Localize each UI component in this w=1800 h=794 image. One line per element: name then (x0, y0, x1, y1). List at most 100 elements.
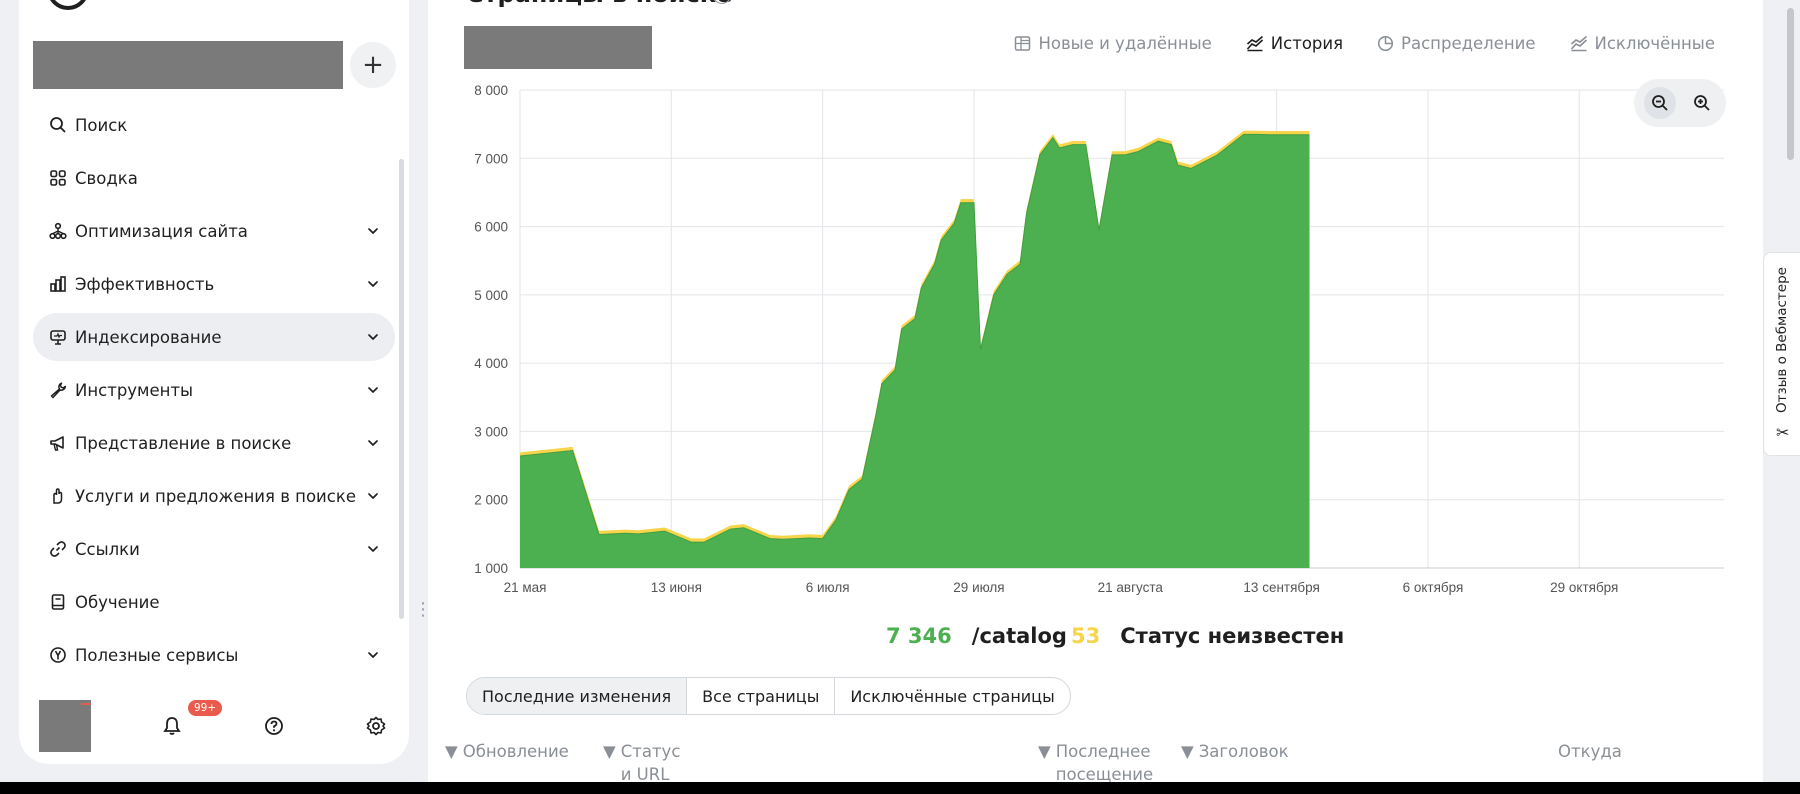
sidebar-item-label: Поиск (75, 115, 128, 135)
column-status-url[interactable]: ▼ Статус и URL (603, 740, 680, 782)
page-title: Страницы в поиске (466, 0, 732, 8)
y-tick-label: 6 000 (474, 220, 508, 235)
x-tick-label: 6 октября (1403, 580, 1464, 595)
column-last-visit[interactable]: ▼ Последнее посещение (1038, 740, 1153, 782)
tab-view-0[interactable]: Новые и удалённые (1014, 34, 1212, 53)
area-chart-icon (1246, 35, 1264, 52)
feedback-icon: ✂ (1776, 423, 1790, 442)
filter-icon: ▼ (603, 742, 616, 761)
bell-icon[interactable] (161, 715, 183, 737)
sidebar-item-label: Оптимизация сайта (75, 221, 248, 241)
stat-catalog-value: 7 346 (886, 624, 952, 648)
page-scrollbar[interactable] (1787, 8, 1794, 160)
feedback-tab[interactable]: Отзыв о Вебмастере ✂ (1763, 252, 1800, 456)
tab-view-3[interactable]: Исключённые (1570, 34, 1715, 53)
sidebar-item-8[interactable]: Ссылки (33, 525, 395, 573)
grid-icon (47, 169, 69, 187)
chevron-down-icon[interactable] (365, 488, 381, 504)
sidebar-scrollbar[interactable] (399, 159, 404, 619)
sidebar-item-1[interactable]: Сводка (33, 154, 395, 202)
sidebar-item-3[interactable]: Эффективность (33, 260, 395, 308)
sidebar-item-5[interactable]: Инструменты (33, 366, 395, 414)
x-tick-label: 29 октября (1550, 580, 1618, 595)
feedback-label: Отзыв о Вебмастере (1774, 267, 1790, 413)
sidebar-item-4[interactable]: Индексирование (33, 313, 395, 361)
tab-view-1[interactable]: История (1246, 34, 1343, 53)
series-area-catalog (520, 134, 1310, 568)
x-tick-label: 6 июля (806, 580, 850, 595)
chevron-down-icon[interactable] (365, 223, 381, 239)
series-line-catalog (519, 133, 1310, 543)
sidebar-item-0[interactable]: Поиск (33, 101, 395, 149)
segment-0[interactable]: Последние изменения (467, 678, 688, 714)
search-icon (47, 116, 69, 134)
book-icon (47, 593, 69, 611)
y-tick-label: 1 000 (474, 561, 508, 576)
stat-unknown-label: Статус неизвестен (1120, 624, 1345, 648)
sidebar-item-6[interactable]: Представление в поиске (33, 419, 395, 467)
wrench-icon (47, 381, 69, 399)
sidebar-item-label: Услуги и предложения в поиске (75, 486, 356, 506)
help-icon[interactable] (263, 715, 285, 737)
zoom-in-icon[interactable] (1686, 87, 1718, 119)
add-site-label: + (362, 50, 384, 80)
x-tick-label: 13 июня (651, 580, 702, 595)
sitemap-icon (47, 222, 69, 240)
sidebar-item-label: Инструменты (75, 380, 194, 400)
x-tick-label: 13 сентября (1243, 580, 1319, 595)
tab-view-2[interactable]: Распределение (1377, 34, 1536, 53)
pages-segmented-control: Последние изменения Все страницы Исключённ… (466, 677, 1071, 715)
gear-icon[interactable] (365, 715, 387, 737)
sidebar-item-label: Обучение (75, 592, 160, 612)
sidebar-item-10[interactable]: Полезные сервисы (33, 631, 395, 679)
table-icon (1014, 35, 1031, 52)
sidebar-menu: Поиск Сводка Оптимизация сайта Эффективност… (33, 101, 395, 684)
pie-chart-icon (1377, 35, 1394, 52)
stat-catalog-label: /catalog (971, 624, 1067, 648)
logo (47, 0, 89, 10)
sidebar-item-2[interactable]: Оптимизация сайта (33, 207, 395, 255)
filter-icon: ▼ (1038, 742, 1051, 761)
sidebar-item-label: Представление в поиске (75, 433, 292, 453)
sidebar-item-9[interactable]: Обучение (33, 578, 395, 626)
avatar-badge (81, 703, 91, 705)
period-selector[interactable] (464, 26, 652, 69)
megaphone-icon (47, 434, 69, 452)
y-tick-label: 2 000 (474, 493, 508, 508)
history-chart[interactable]: 1 000 2 000 3 000 4 000 5 000 6 000 7 000 8 000… (428, 0, 1763, 620)
chevron-down-icon[interactable] (365, 435, 381, 451)
chevron-down-icon[interactable] (365, 647, 381, 663)
x-tick-label: 21 августа (1098, 580, 1164, 595)
add-site-button[interactable]: + (350, 42, 396, 88)
column-status-url-label: Статус и URL (620, 742, 681, 782)
stat-unknown-value: 53 (1071, 624, 1101, 648)
sidebar-footer: 99+ (39, 700, 389, 754)
stat-unknown: 53 Статус неизвестен (1071, 624, 1344, 648)
sidebar-item-label: Ссылки (75, 539, 140, 559)
view-tabs: Новые и удалённые История Распределение Иск… (1014, 34, 1715, 53)
zoom-control (1634, 79, 1726, 127)
tab-label: Новые и удалённые (1038, 34, 1212, 53)
sidebar-item-label: Индексирование (75, 327, 222, 347)
y-tick-label: 8 000 (474, 83, 508, 98)
zoom-out-icon[interactable] (1644, 87, 1676, 119)
y-tick-label: 4 000 (474, 356, 508, 371)
chevron-down-icon[interactable] (365, 541, 381, 557)
chevron-down-icon[interactable] (365, 329, 381, 345)
stat-catalog: 7 346 /catalog (886, 624, 1067, 648)
chevron-down-icon[interactable] (365, 382, 381, 398)
segment-2[interactable]: Исключённые страницы (850, 686, 1055, 706)
filter-icon: ▼ (445, 742, 458, 761)
avatar[interactable] (39, 700, 91, 752)
column-title[interactable]: ▼ Заголовок (1181, 740, 1289, 763)
tab-label: Исключённые (1594, 34, 1715, 53)
area-chart-icon (1570, 35, 1588, 52)
column-source[interactable]: Откуда (1558, 740, 1622, 763)
hand-icon (47, 487, 69, 505)
segment-1[interactable]: Все страницы (687, 678, 836, 714)
sidebar-item-7[interactable]: Услуги и предложения в поиске (33, 472, 395, 520)
column-update[interactable]: ▼ Обновление (445, 740, 569, 763)
site-selector[interactable] (33, 41, 343, 89)
chevron-down-icon[interactable] (365, 276, 381, 292)
